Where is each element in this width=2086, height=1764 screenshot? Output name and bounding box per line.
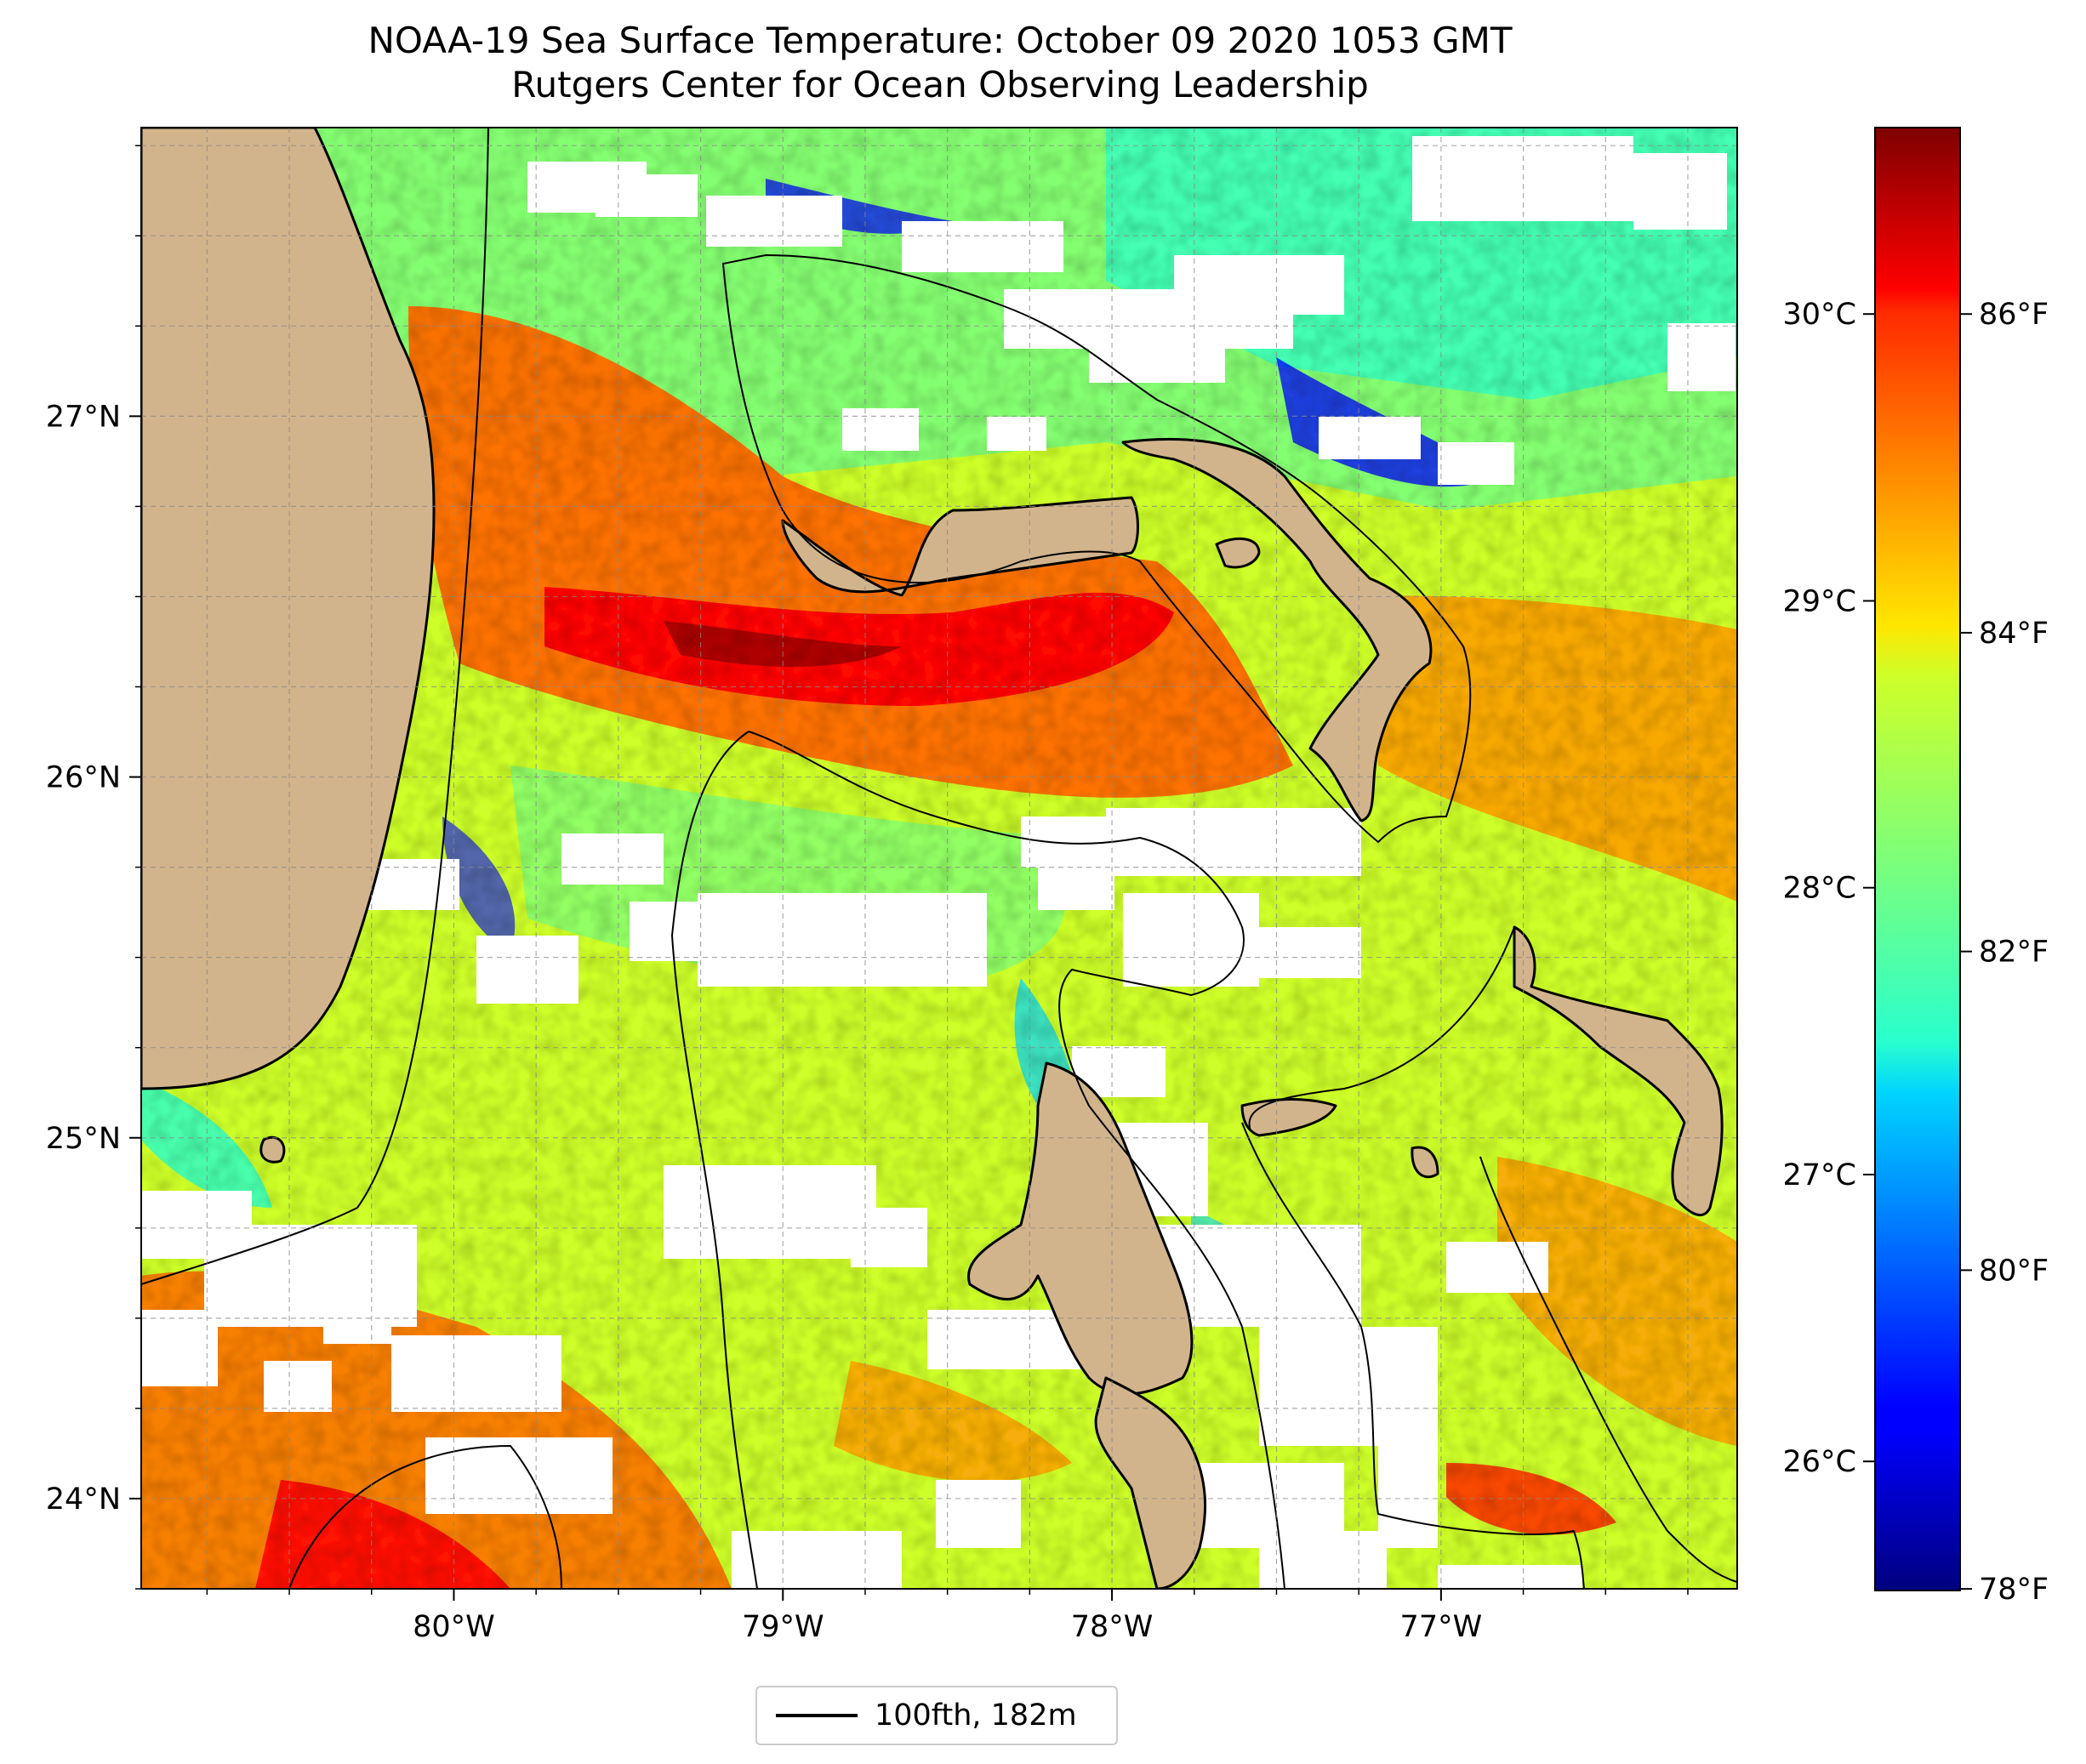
lon-tick-label: 80°W (413, 1610, 495, 1644)
land-grand-bahama (781, 496, 1139, 597)
colorbar-scale (1874, 127, 1961, 1591)
lat-tick-label: 26°N (46, 761, 121, 795)
celsius-tick-label: 30°C (1783, 298, 1856, 332)
title-line-1: NOAA-19 Sea Surface Temperature: October… (368, 20, 1513, 61)
celsius-tick-label: 26°C (1783, 1445, 1856, 1479)
colorbar: 26°C 27°C 28°C 29°C 30°C 78°F 80°F 82°F 84°F 86°F (1783, 127, 2049, 1607)
fahrenheit-tick-label: 86°F (1979, 298, 2049, 332)
land-andros-north (966, 1061, 1194, 1396)
legend-line-swatch (776, 1714, 858, 1717)
isobath-little-bahama-bank (721, 253, 1472, 844)
isobath-cay-sal (288, 1444, 562, 1589)
land-abaco (1121, 437, 1433, 822)
fahrenheit-tick-label: 80°F (1979, 1254, 2049, 1288)
map-frame (140, 127, 1738, 1590)
celsius-tick-label: 27°C (1783, 1158, 1856, 1192)
lat-tick-label: 27°N (46, 400, 121, 434)
fahrenheit-tick-label: 84°F (1979, 617, 2049, 651)
map-title: NOAA-19 Sea Surface Temperature: October… (0, 19, 1880, 107)
land-andros-south (1094, 1376, 1207, 1589)
isobath-eleuthera-bank (1248, 926, 1515, 1132)
fahrenheit-tick-label: 82°F (1979, 936, 2049, 970)
isobath-100fth (141, 128, 1737, 1589)
lon-tick-label: 79°W (742, 1610, 824, 1644)
land-islet-3 (259, 1136, 286, 1164)
title-line-2: Rutgers Center for Ocean Observing Leade… (511, 64, 1369, 105)
sst-south-warm-mid (834, 1361, 1072, 1482)
isobath-florida-shelf (141, 128, 489, 1285)
celsius-tick-label: 28°C (1783, 872, 1856, 906)
fahrenheit-tick-label: 78°F (1979, 1573, 2049, 1607)
graticule (141, 128, 1737, 1589)
colorbar-ticks: 26°C 27°C 28°C 29°C 30°C 78°F 80°F 82°F 84°F 86°F (1783, 298, 2049, 1607)
map-axis-labels: 80°W 79°W 78°W 77°W 24°N 25°N 26°N 27°N (46, 400, 1482, 1644)
isobath-exuma-sound-west (1241, 1122, 1585, 1589)
land-eleuthera-west (1240, 1098, 1337, 1137)
map-panel (141, 128, 1737, 1589)
land-florida (141, 128, 436, 1090)
isobath-tongue-of-ocean (748, 731, 1285, 1589)
isobath-great-bahama-west (670, 731, 758, 1589)
legend-label: 100fth, 182m (875, 1699, 1077, 1733)
land-eleuthera (1513, 925, 1724, 1217)
land-islet-2 (1411, 1146, 1439, 1179)
sst-west-cool (141, 1080, 272, 1208)
sst-south-warm-east (1497, 1157, 1737, 1446)
isobath-exuma-sound-east (1479, 1156, 1737, 1583)
sst-south-hot (255, 1480, 510, 1589)
lon-tick-label: 77°W (1400, 1610, 1483, 1644)
lat-tick-label: 24°N (46, 1482, 121, 1516)
legend: 100fth, 182m (755, 1686, 1118, 1745)
sst-cool-patch-3 (442, 817, 516, 953)
land-masses (141, 128, 1724, 1589)
map-axis-ticks (129, 145, 1689, 1601)
lon-tick-label: 78°W (1071, 1610, 1154, 1644)
land-islet-1 (1215, 537, 1261, 569)
celsius-tick-label: 29°C (1783, 584, 1856, 618)
sst-east-warm (1378, 595, 1737, 902)
lat-tick-label: 25°N (46, 1122, 121, 1156)
